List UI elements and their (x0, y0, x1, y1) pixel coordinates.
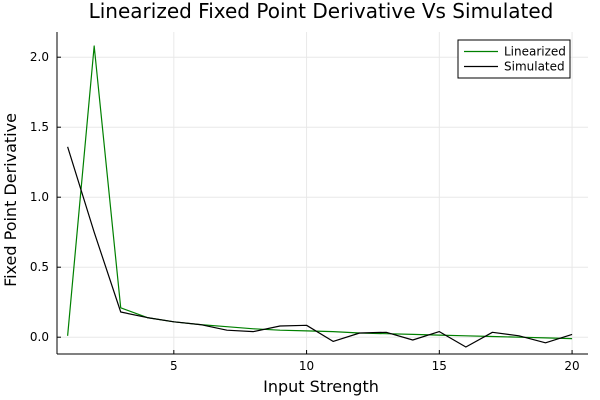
legend-label-linearized: Linearized (504, 45, 566, 59)
legend-label-simulated: Simulated (504, 60, 565, 74)
y-tick-label: 1.0 (30, 190, 49, 204)
tick-labels: 5 10 15 20 0.0 0.5 1.0 1.5 2.0 (30, 50, 580, 373)
y-axis-label: Fixed Point Derivative (1, 113, 20, 287)
x-axis-label: Input Strength (263, 377, 379, 396)
y-tick-label: 1.5 (30, 120, 49, 134)
y-tick-label: 2.0 (30, 50, 49, 64)
grid (57, 32, 588, 354)
x-tick-label: 10 (299, 359, 314, 373)
legend-box (457, 39, 571, 79)
axes (56, 32, 588, 355)
x-tick-label: 5 (170, 359, 178, 373)
y-tick-label: 0.5 (30, 260, 49, 274)
series-layer (67, 45, 573, 348)
series-line-simulated (67, 146, 573, 348)
chart-title: Linearized Fixed Point Derivative Vs Sim… (89, 0, 554, 23)
series-line-linearized (67, 45, 573, 340)
y-tick-label: 0.0 (30, 330, 49, 344)
x-tick-label: 20 (564, 359, 579, 373)
x-tick-label: 15 (432, 359, 447, 373)
